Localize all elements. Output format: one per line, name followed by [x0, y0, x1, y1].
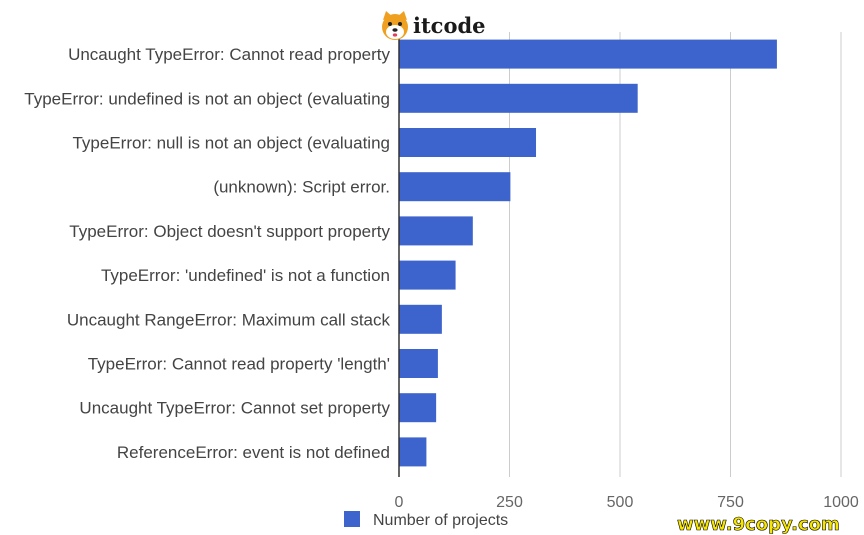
category-label: TypeError: 'undefined' is not a function: [101, 266, 390, 285]
bar: [399, 216, 473, 246]
category-label: TypeError: Object doesn't support proper…: [69, 222, 390, 241]
x-tick-label: 250: [496, 494, 523, 511]
x-tick-label: 750: [717, 494, 744, 511]
bar: [399, 172, 511, 202]
bar: [399, 83, 638, 113]
category-label: TypeError: Cannot read property 'length': [88, 355, 390, 374]
legend-swatch: [344, 511, 360, 527]
bar: [399, 393, 437, 423]
category-labels: Uncaught TypeError: Cannot read property…: [24, 45, 390, 462]
category-label: (unknown): Script error.: [213, 178, 390, 197]
dog-logo-icon: [382, 11, 408, 40]
category-label: TypeError: null is not an object (evalua…: [72, 134, 390, 153]
x-tick-label: 1000: [823, 494, 859, 511]
bar: [399, 349, 438, 378]
x-tick-label: 500: [607, 494, 634, 511]
category-label: ReferenceError: event is not defined: [117, 443, 390, 462]
category-label: Uncaught RangeError: Maximum call stack: [67, 310, 391, 329]
bar: [399, 437, 427, 467]
logo-watermark: itcode: [382, 11, 486, 40]
bar: [399, 128, 537, 157]
x-axis-tick-labels: 0 250 500 750 1000: [395, 494, 859, 511]
category-label: Uncaught TypeError: Cannot set property: [79, 399, 390, 418]
x-tick-label: 0: [395, 494, 404, 511]
legend: Number of projects: [344, 511, 508, 529]
url-watermark: www.9copy.com: [677, 514, 840, 535]
bar: [399, 260, 456, 290]
bars: [399, 39, 777, 467]
legend-label: Number of projects: [373, 512, 508, 529]
bar: [399, 304, 442, 334]
category-label: Uncaught TypeError: Cannot read property: [68, 45, 390, 64]
category-label: TypeError: undefined is not an object (e…: [24, 89, 390, 108]
bar: [399, 39, 777, 69]
logo-text: itcode: [413, 13, 486, 38]
